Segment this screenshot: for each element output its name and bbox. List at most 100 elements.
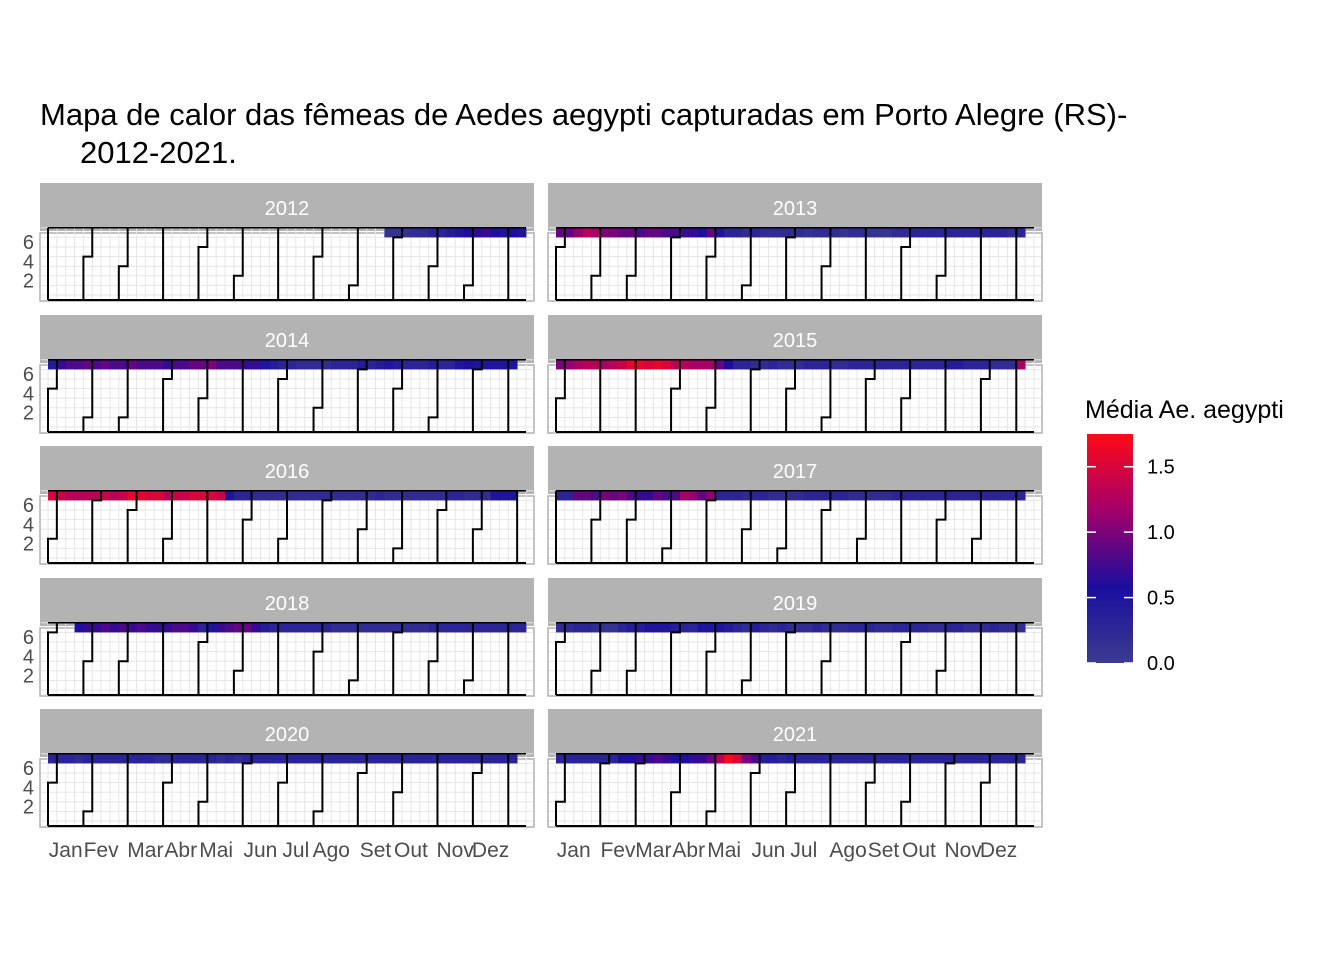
heat-cell <box>251 359 261 370</box>
month-boundary-Ago <box>312 622 324 695</box>
heat-cell <box>839 753 849 764</box>
heat-cell <box>617 359 628 370</box>
heat-cell <box>980 359 991 370</box>
heat-cell <box>481 622 491 633</box>
heat-cell <box>839 622 849 633</box>
heat-cell <box>260 359 270 370</box>
heat-cell <box>464 359 474 370</box>
heat-cell <box>918 359 929 370</box>
facet-strip <box>548 183 1042 231</box>
heat-cell <box>118 359 129 370</box>
heat-cell <box>340 753 350 764</box>
heat-cell <box>348 359 359 370</box>
heat-cell <box>936 622 946 633</box>
heat-cell <box>972 622 982 633</box>
x-month-label: Jul <box>790 839 817 862</box>
heat-cell <box>225 753 235 764</box>
heat-cell <box>464 753 474 764</box>
month-boundary-Dez <box>979 753 991 826</box>
heat-cell <box>402 622 412 633</box>
heat-cell <box>171 753 182 764</box>
heat-cell <box>803 359 814 370</box>
heat-cell <box>233 622 244 633</box>
month-boundary-Dez <box>979 359 991 432</box>
month-boundary-Mai <box>705 227 717 300</box>
heat-cell <box>591 490 601 501</box>
heat-cell <box>795 622 805 633</box>
heat-cell <box>972 227 982 238</box>
heat-cell <box>127 753 137 764</box>
heat-cell <box>313 753 323 764</box>
heat-cell <box>455 227 465 238</box>
heat-cell <box>671 753 681 764</box>
month-boundary-Fev <box>91 490 103 563</box>
x-month-label: Fev <box>84 839 120 862</box>
month-boundary-Mai <box>705 359 717 432</box>
heat-cell <box>945 490 955 501</box>
heat-cell <box>295 490 306 501</box>
y-tick-label: 6 <box>23 495 34 517</box>
heat-cell <box>428 227 438 238</box>
heat-cell <box>848 622 858 633</box>
facet-strip-label: 2018 <box>265 593 310 615</box>
heat-cell <box>591 359 601 370</box>
heat-cell <box>508 753 518 764</box>
heat-cell <box>768 359 778 370</box>
month-boundary-Mai <box>197 622 209 695</box>
month-boundary-Nov <box>944 753 956 826</box>
heat-cell <box>662 490 672 501</box>
heat-cell <box>109 753 120 764</box>
heat-cell <box>786 622 796 633</box>
heat-cell <box>679 359 690 370</box>
heat-cell <box>812 490 822 501</box>
heat-cell <box>322 753 332 764</box>
y-tick-label: 6 <box>23 232 34 254</box>
y-tick-label: 4 <box>23 514 34 536</box>
heat-cell <box>609 753 619 764</box>
month-boundary-Jul <box>277 753 288 826</box>
heat-cell <box>171 622 182 633</box>
heat-cell <box>688 227 699 238</box>
month-boundary-Ago <box>820 622 832 695</box>
month-boundary-Dez <box>471 753 483 826</box>
heat-cell <box>357 753 368 764</box>
heat-cell <box>1016 753 1026 764</box>
heat-cell <box>481 227 491 238</box>
heat-cell <box>74 622 84 633</box>
heat-cell <box>216 359 226 370</box>
heat-cell <box>591 227 601 238</box>
month-boundary-Set <box>356 359 368 432</box>
heat-cell <box>768 753 778 764</box>
month-boundary-Nov <box>427 622 439 695</box>
heat-cell <box>582 622 592 633</box>
month-boundary-Jul <box>785 227 796 300</box>
heat-cell <box>189 622 199 633</box>
heat-cell <box>662 359 672 370</box>
heat-cell <box>295 753 306 764</box>
heat-cell <box>892 753 902 764</box>
heat-cell <box>242 753 252 764</box>
heat-cell <box>706 753 716 764</box>
month-boundary-Ago <box>820 227 832 300</box>
heat-cell <box>759 490 769 501</box>
x-month-label: Jul <box>282 839 309 862</box>
heat-cell <box>83 359 93 370</box>
heat-cell <box>304 622 314 633</box>
x-month-label: Nov <box>945 839 983 862</box>
heat-cell <box>490 622 500 633</box>
legend-tick-label: 1.0 <box>1147 522 1175 544</box>
month-boundary-Mar <box>625 622 637 695</box>
heat-cell <box>591 753 601 764</box>
heat-cell <box>508 490 518 501</box>
heat-cell <box>724 490 734 501</box>
heat-cell <box>635 227 645 238</box>
month-boundary-Jul <box>776 490 788 563</box>
x-month-label: Jan <box>49 839 83 862</box>
facet-strip <box>40 578 534 626</box>
month-boundary-Fev <box>82 227 94 300</box>
x-month-label: Ago <box>313 839 350 862</box>
facet-strip-label: 2015 <box>773 330 818 352</box>
month-boundary-Nov <box>427 359 439 432</box>
heat-cell <box>304 753 314 764</box>
